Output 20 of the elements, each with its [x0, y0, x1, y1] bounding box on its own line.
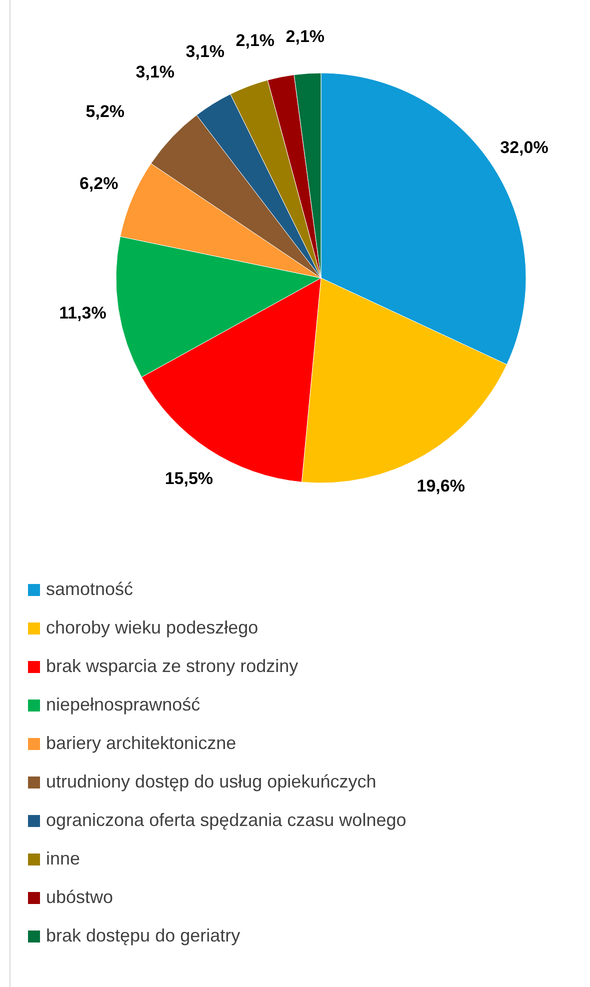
data-label: 32,0%	[500, 138, 548, 157]
data-label: 6,2%	[79, 174, 118, 194]
legend-label: brak wsparcia ze strony rodziny	[46, 656, 298, 676]
legend-label: ograniczona oferta spędzania czasu wolnego	[46, 810, 406, 830]
data-label: 3,1%	[186, 42, 225, 61]
data-label: 3,1%	[136, 62, 175, 82]
legend-label: brak dostępu do geriatry	[46, 925, 240, 946]
data-label: 15,5%	[164, 469, 214, 488]
legend-label: samotność	[46, 578, 134, 599]
data-label: 2,1%	[236, 31, 275, 50]
legend-label: inne	[46, 848, 80, 868]
data-label: 5,2%	[86, 102, 125, 122]
legend-label: ubóstwo	[46, 886, 114, 907]
legend-label: choroby wieku podeszłego	[46, 617, 258, 638]
data-label: 11,3%	[59, 304, 106, 323]
legend-label: niepełnosprawność	[46, 694, 200, 714]
legend-label: utrudniony dostęp do usług opiekuńczych	[46, 771, 376, 792]
data-label: 2,1%	[286, 27, 325, 46]
data-label: 19,6%	[416, 476, 465, 496]
legend-label: bariery architektoniczne	[46, 732, 236, 753]
